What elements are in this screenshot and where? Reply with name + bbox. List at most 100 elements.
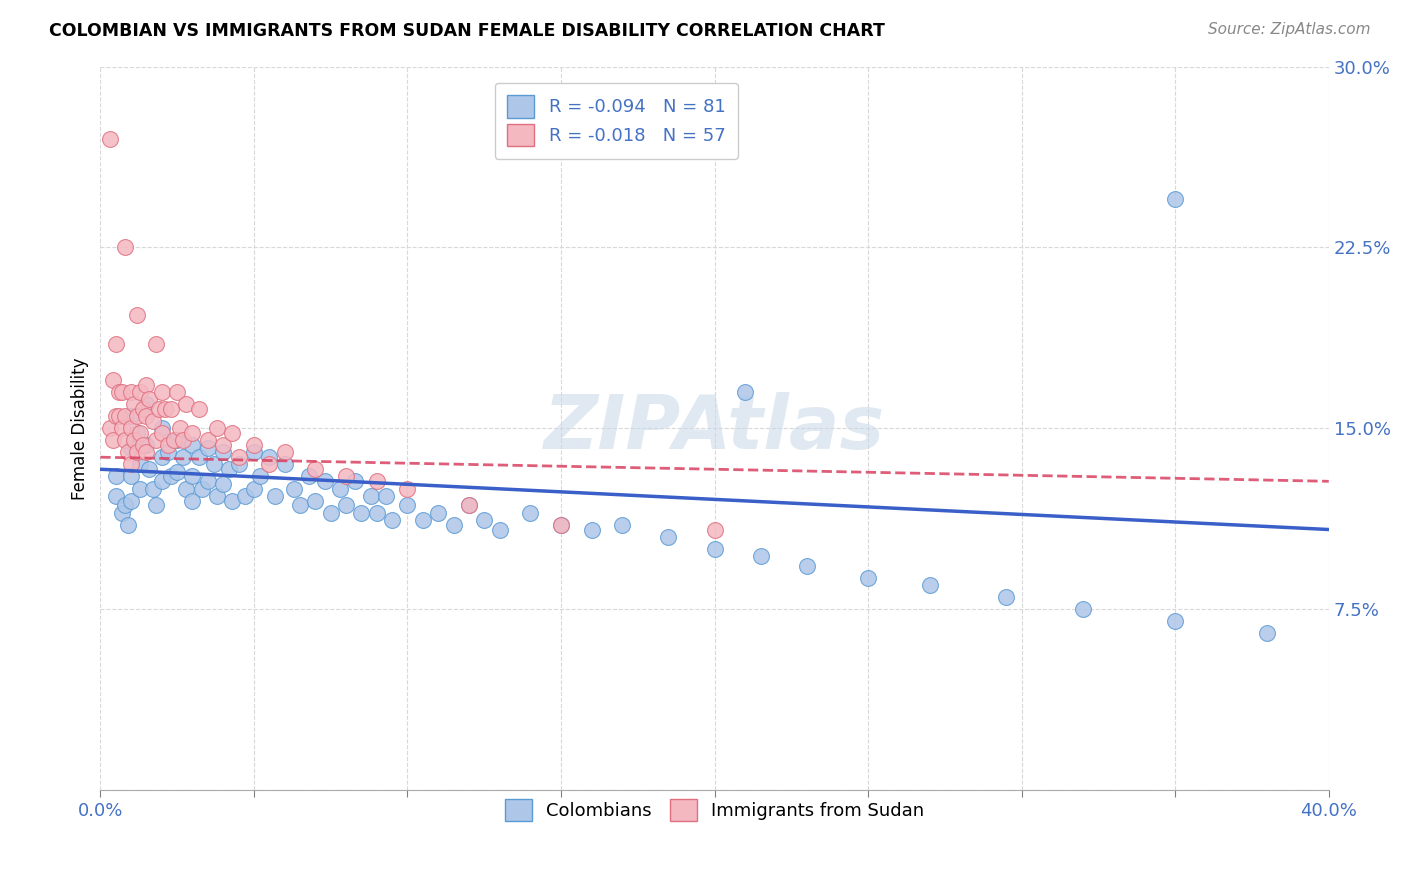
Point <box>166 385 188 400</box>
Text: COLOMBIAN VS IMMIGRANTS FROM SUDAN FEMALE DISABILITY CORRELATION CHART: COLOMBIAN VS IMMIGRANTS FROM SUDAN FEMAL… <box>49 22 886 40</box>
Point <box>111 506 134 520</box>
Point <box>796 558 818 573</box>
Point <box>233 489 256 503</box>
Point <box>472 513 495 527</box>
Point <box>181 426 204 441</box>
Point <box>360 489 382 503</box>
Point <box>107 385 129 400</box>
Point <box>104 409 127 424</box>
Point <box>120 493 142 508</box>
Point <box>181 469 204 483</box>
Point <box>127 308 149 322</box>
Point <box>111 421 134 435</box>
Point <box>166 465 188 479</box>
Point <box>205 421 228 435</box>
Point <box>148 401 170 416</box>
Point <box>319 506 342 520</box>
Point <box>197 441 219 455</box>
Point <box>98 421 121 435</box>
Point <box>129 482 152 496</box>
Point <box>249 469 271 483</box>
Point <box>104 489 127 503</box>
Point <box>142 414 165 428</box>
Point <box>243 445 266 459</box>
Point <box>228 458 250 472</box>
Point <box>135 377 157 392</box>
Point <box>122 434 145 448</box>
Point <box>117 517 139 532</box>
Point <box>243 438 266 452</box>
Point <box>127 445 149 459</box>
Point <box>366 475 388 489</box>
Point <box>135 445 157 459</box>
Point <box>150 426 173 441</box>
Point <box>375 489 398 503</box>
Point <box>612 517 634 532</box>
Point <box>657 530 679 544</box>
Point <box>160 469 183 483</box>
Text: ZIPAtlas: ZIPAtlas <box>544 392 886 465</box>
Point <box>212 445 235 459</box>
Point <box>129 426 152 441</box>
Legend: Colombians, Immigrants from Sudan: Colombians, Immigrants from Sudan <box>491 784 939 835</box>
Point <box>114 499 136 513</box>
Point <box>114 409 136 424</box>
Point <box>344 475 367 489</box>
Point <box>205 489 228 503</box>
Point <box>381 513 404 527</box>
Point <box>120 458 142 472</box>
Point <box>145 499 167 513</box>
Point <box>703 523 725 537</box>
Point <box>221 426 243 441</box>
Point <box>190 482 212 496</box>
Point <box>243 482 266 496</box>
Point <box>127 426 149 441</box>
Point <box>120 421 142 435</box>
Point <box>335 469 357 483</box>
Point <box>142 482 165 496</box>
Point <box>172 450 194 465</box>
Point <box>163 434 186 448</box>
Y-axis label: Female Disability: Female Disability <box>72 357 89 500</box>
Point <box>259 458 281 472</box>
Point <box>181 438 204 452</box>
Point <box>350 506 373 520</box>
Point <box>132 401 155 416</box>
Point <box>127 409 149 424</box>
Point <box>228 450 250 465</box>
Point <box>335 499 357 513</box>
Point <box>304 493 326 508</box>
Point <box>120 409 142 424</box>
Point <box>120 469 142 483</box>
Point <box>101 434 124 448</box>
Point <box>138 392 160 407</box>
Point <box>443 517 465 532</box>
Point <box>202 458 225 472</box>
Point <box>273 458 295 472</box>
Point <box>314 475 336 489</box>
Point <box>176 482 198 496</box>
Point <box>288 499 311 513</box>
Point <box>104 337 127 351</box>
Point <box>117 445 139 459</box>
Point <box>197 475 219 489</box>
Point <box>153 401 176 416</box>
Point <box>703 541 725 556</box>
Text: Source: ZipAtlas.com: Source: ZipAtlas.com <box>1208 22 1371 37</box>
Point <box>166 434 188 448</box>
Point <box>129 385 152 400</box>
Point <box>550 517 572 532</box>
Point <box>457 499 479 513</box>
Point <box>212 476 235 491</box>
Point <box>111 385 134 400</box>
Point <box>1071 602 1094 616</box>
Point <box>197 434 219 448</box>
Point <box>160 401 183 416</box>
Point <box>304 462 326 476</box>
Point <box>995 590 1018 604</box>
Point <box>138 462 160 476</box>
Point <box>427 506 450 520</box>
Point <box>734 385 756 400</box>
Point <box>150 475 173 489</box>
Point <box>132 438 155 452</box>
